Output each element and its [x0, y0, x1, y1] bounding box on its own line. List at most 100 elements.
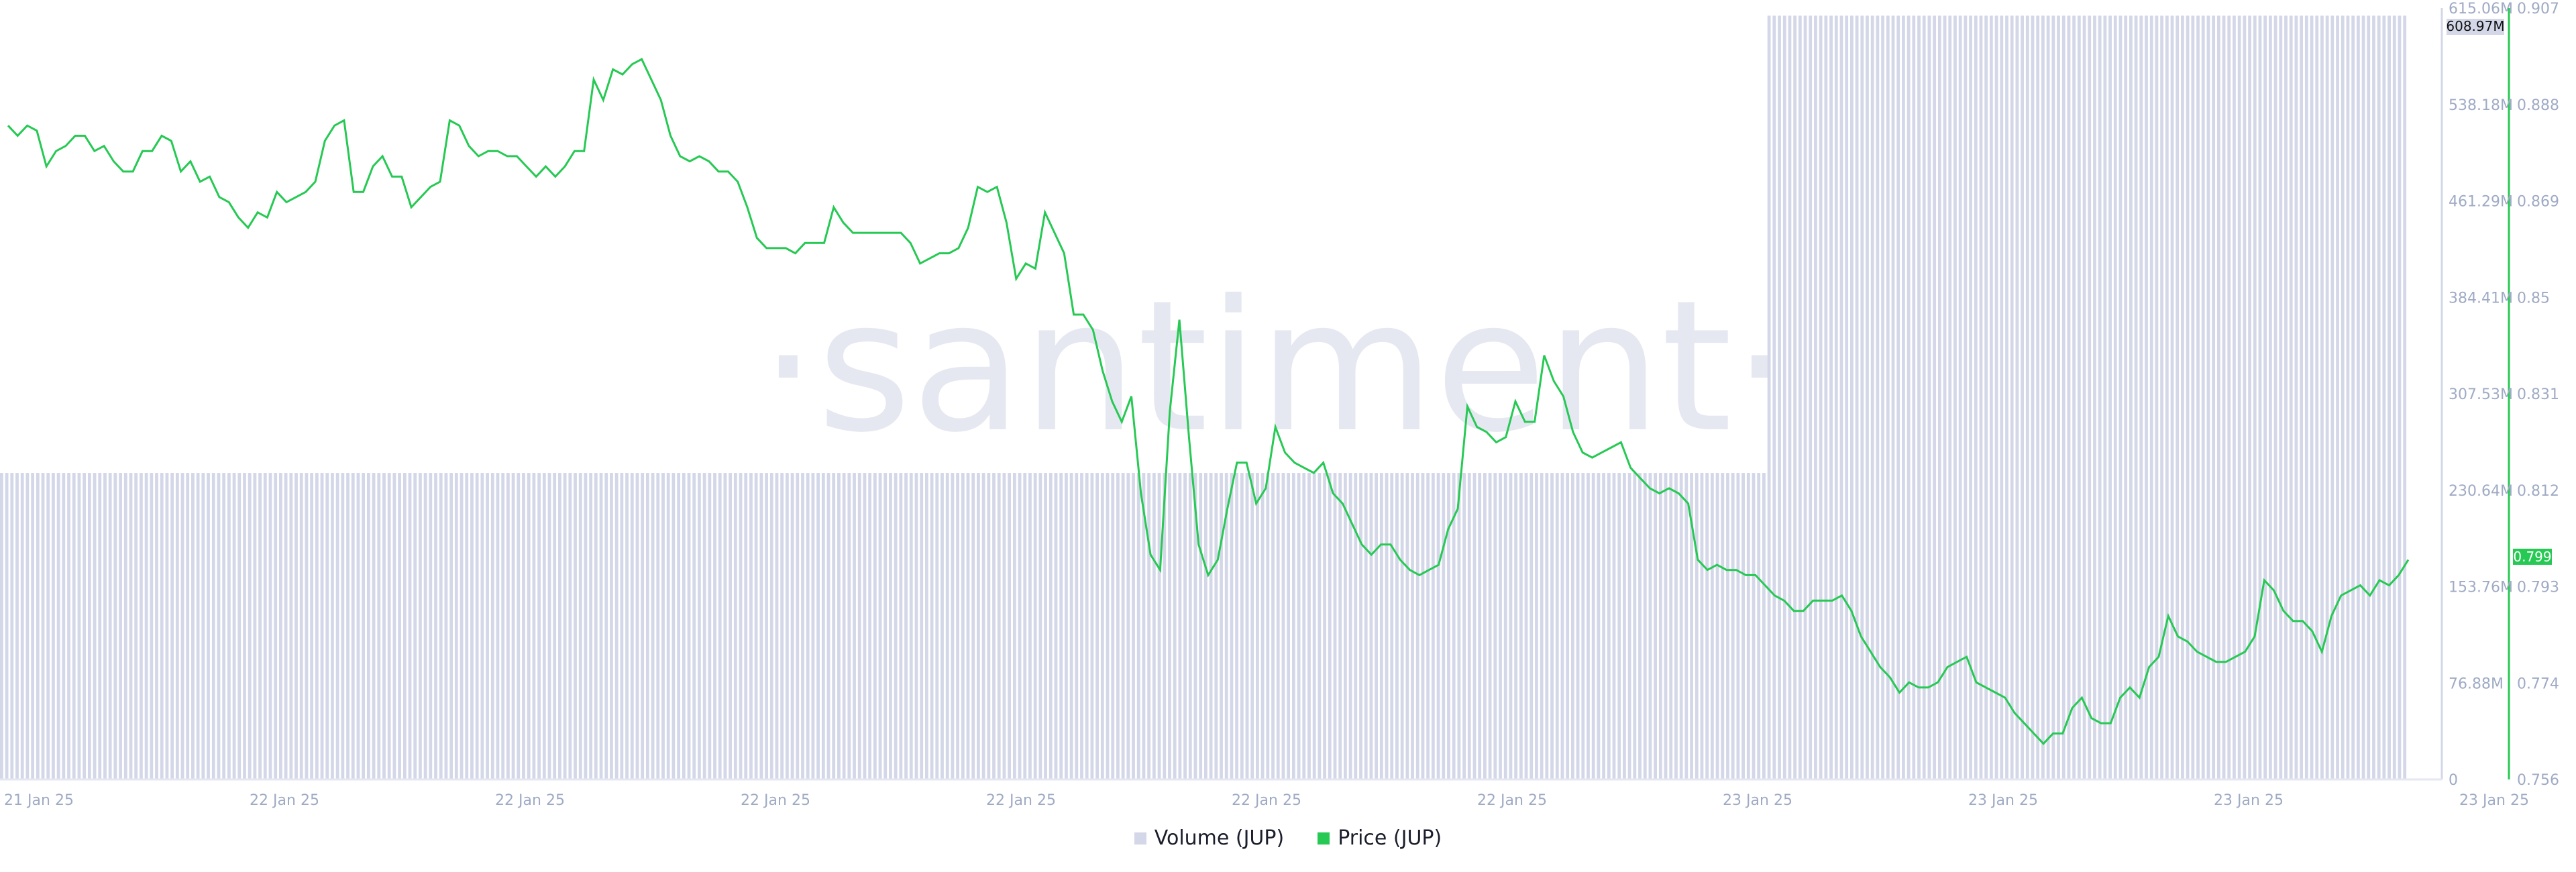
volume-bar: [645, 473, 649, 779]
volume-bar: [1638, 473, 1642, 779]
volume-bar: [924, 473, 928, 779]
volume-bar: [1540, 473, 1544, 779]
volume-bar: [2382, 15, 2386, 779]
volume-bar: [1819, 15, 1823, 779]
volume-bar: [1183, 473, 1187, 779]
volume-bar: [1503, 473, 1507, 779]
volume-bar: [87, 473, 91, 779]
volume-bar: [480, 473, 484, 779]
volume-bar: [790, 473, 794, 779]
volume-bar: [1147, 473, 1151, 779]
volume-bar: [25, 473, 30, 779]
volume-bar: [140, 473, 143, 779]
volume-bar: [1803, 15, 1807, 779]
volume-bar: [1214, 473, 1218, 779]
volume-bar: [594, 473, 598, 779]
volume-bar: [2294, 15, 2298, 779]
volume-bar: [1188, 473, 1192, 779]
volume-tick-label: 76.88M: [2449, 675, 2504, 692]
volume-bar: [1984, 15, 1988, 779]
volume-bar: [1550, 473, 1554, 779]
volume-bar: [1136, 473, 1140, 779]
volume-bar: [2165, 15, 2169, 779]
volume-bar: [589, 473, 593, 779]
volume-bar: [1493, 473, 1497, 779]
volume-bar: [749, 473, 753, 779]
price-tick-label: 0.812: [2517, 483, 2559, 500]
volume-bar: [744, 473, 748, 779]
volume-bar: [119, 473, 122, 779]
chart[interactable]: ·santiment· 0 76.88M 153.76M 230.64M 307.53M…: [0, 0, 2576, 818]
volume-bar: [1375, 473, 1379, 779]
volume-bar: [1731, 473, 1735, 779]
volume-bar: [2077, 15, 2081, 779]
volume-bar: [310, 473, 314, 779]
volume-bar: [981, 473, 985, 779]
volume-bar: [237, 473, 241, 779]
volume-bar: [821, 473, 825, 779]
volume-bar: [429, 473, 433, 779]
volume-bar: [129, 473, 133, 779]
volume-bar: [2155, 15, 2159, 779]
volume-bar: [1809, 15, 1813, 779]
volume-bar: [966, 473, 970, 779]
legend: Volume (JUP) Price (JUP): [0, 826, 2576, 850]
volume-bar: [2233, 15, 2236, 779]
volume-bar: [1849, 15, 1854, 779]
price-tick-label: 0.831: [2517, 386, 2559, 403]
volume-bar: [1488, 473, 1492, 779]
volume-bar: [2304, 15, 2308, 779]
volume-bar: [2103, 15, 2107, 779]
volume-bar: [98, 473, 102, 779]
volume-bar: [299, 473, 303, 779]
volume-bar: [279, 473, 282, 779]
volume-bar: [1778, 15, 1781, 779]
volume-bar: [1881, 15, 1884, 779]
volume-bar: [2269, 15, 2272, 779]
volume-bar: [2134, 15, 2138, 779]
x-tick-label: 22 Jan 25: [1477, 792, 1547, 809]
volume-bar: [408, 473, 412, 779]
volume-bar: [2310, 15, 2314, 779]
price-line: [7, 58, 2410, 745]
volume-bar: [41, 473, 45, 779]
volume-bar: [1100, 473, 1104, 779]
volume-bar: [1302, 473, 1306, 779]
volume-bar: [1602, 473, 1605, 779]
x-tick-label: 23 Jan 25: [2214, 792, 2284, 809]
volume-bar: [1467, 473, 1471, 779]
legend-item-volume[interactable]: Volume (JUP): [1134, 826, 1284, 850]
volume-bar: [1772, 15, 1776, 779]
volume-bar: [1411, 473, 1414, 779]
volume-bar: [423, 473, 427, 779]
volume-bar: [2361, 15, 2365, 779]
volume-bar: [1679, 473, 1683, 779]
volume-bar: [2367, 15, 2371, 779]
volume-bar: [1111, 473, 1115, 779]
legend-item-price[interactable]: Price (JUP): [1318, 826, 1442, 850]
volume-bar: [150, 473, 154, 779]
volume-bar: [584, 473, 588, 779]
volume-bar: [2170, 15, 2174, 779]
volume-bar: [268, 473, 272, 779]
volume-bar: [614, 473, 619, 779]
volume-bar: [1065, 473, 1068, 779]
x-tick-label: 22 Jan 25: [1232, 792, 1301, 809]
volume-bar: [1943, 15, 1947, 779]
volume-bar: [2098, 15, 2102, 779]
volume-bar: [1834, 15, 1838, 779]
volume-bar: [434, 473, 437, 779]
volume-bar: [2248, 15, 2251, 779]
volume-bar: [635, 473, 639, 779]
volume-bar: [72, 473, 76, 779]
volume-bar: [2149, 15, 2153, 779]
volume-bar: [2196, 15, 2200, 779]
volume-bar: [2145, 15, 2148, 779]
volume-bar: [2284, 15, 2288, 779]
volume-bar: [532, 473, 536, 779]
volume-bar: [547, 473, 551, 779]
volume-bar: [780, 473, 784, 779]
volume-bar: [765, 473, 768, 779]
volume-bar: [1080, 473, 1083, 779]
volume-tick-label: 230.64M: [2449, 483, 2513, 500]
